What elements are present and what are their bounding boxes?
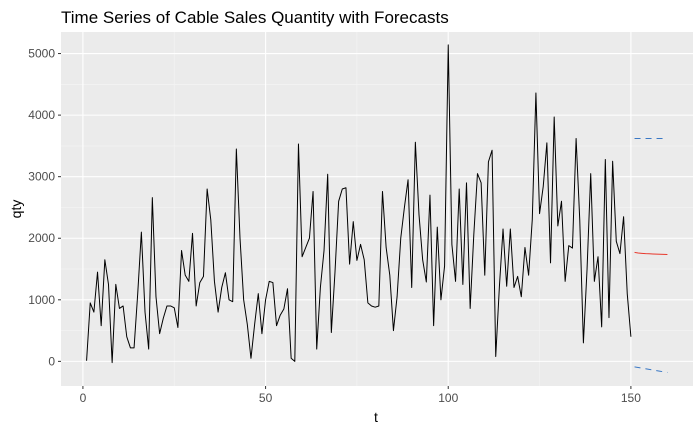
plot-panel bbox=[61, 32, 693, 386]
major-gridlines bbox=[61, 32, 693, 386]
y-tick-label: 3000 bbox=[28, 170, 55, 184]
x-tick-labels: 0 50 100 150 bbox=[80, 391, 642, 405]
forecast-line bbox=[634, 251, 668, 256]
y-tick-label: 4000 bbox=[28, 108, 55, 122]
y-tick-label: 0 bbox=[48, 354, 55, 368]
x-tick-label: 100 bbox=[438, 391, 458, 405]
x-axis-label: t bbox=[374, 409, 378, 425]
observed-line bbox=[86, 44, 632, 364]
x-tick-label: 0 bbox=[80, 391, 87, 405]
y-tick-label: 5000 bbox=[28, 47, 55, 61]
x-tick-label: 50 bbox=[259, 391, 273, 405]
y-tick-labels: 0 1000 2000 3000 4000 5000 bbox=[28, 47, 55, 369]
chart-title: Time Series of Cable Sales Quantity with… bbox=[61, 8, 449, 27]
y-axis-label: qty bbox=[8, 200, 24, 219]
y-tick-label: 1000 bbox=[28, 293, 55, 307]
lower-bound-line bbox=[634, 366, 668, 373]
x-tick-label: 150 bbox=[621, 391, 641, 405]
series-layer bbox=[86, 44, 668, 373]
minor-gridlines bbox=[61, 32, 693, 386]
axis-ticks bbox=[58, 53, 632, 389]
y-tick-label: 2000 bbox=[28, 231, 55, 245]
